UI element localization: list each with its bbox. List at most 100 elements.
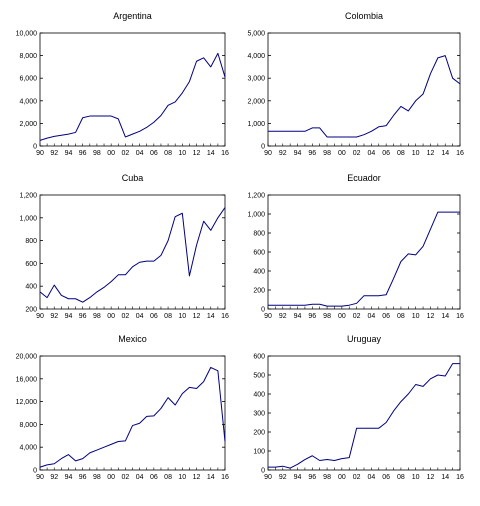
y-tick-label: 100 — [253, 449, 265, 456]
y-tick-label: 600 — [253, 250, 265, 257]
plot-frame — [40, 356, 225, 470]
x-tick-label: 98 — [93, 474, 101, 481]
y-tick-label: 4,000 — [19, 445, 37, 452]
x-tick-label: 94 — [65, 313, 73, 320]
x-tick-label: 96 — [79, 474, 87, 481]
chart-title: Mexico — [118, 334, 147, 344]
y-tick-label: 10,000 — [16, 31, 38, 38]
x-tick-label: 94 — [65, 150, 73, 157]
series-line-uruguay — [268, 364, 460, 469]
y-tick-label: 400 — [253, 392, 265, 399]
x-tick-label: 14 — [207, 150, 215, 157]
x-tick-label: 98 — [323, 313, 331, 320]
plot-frame — [268, 33, 460, 146]
y-tick-label: 600 — [25, 261, 37, 268]
x-tick-label: 14 — [441, 150, 449, 157]
x-tick-label: 12 — [193, 474, 201, 481]
x-tick-label: 10 — [412, 474, 420, 481]
y-tick-label: 2,000 — [247, 98, 265, 105]
x-tick-label: 12 — [193, 313, 201, 320]
x-tick-label: 10 — [178, 313, 186, 320]
series-line-ecuador — [268, 212, 460, 306]
x-tick-label: 08 — [397, 313, 405, 320]
x-tick-label: 04 — [367, 150, 375, 157]
x-tick-label: 12 — [427, 150, 435, 157]
y-tick-label: 20,000 — [16, 354, 38, 361]
x-tick-label: 06 — [382, 313, 390, 320]
x-tick-label: 12 — [427, 313, 435, 320]
x-tick-label: 14 — [207, 313, 215, 320]
x-tick-label: 08 — [164, 150, 172, 157]
x-tick-label: 92 — [50, 474, 58, 481]
y-tick-label: 3,000 — [247, 76, 265, 83]
y-tick-label: 2,000 — [19, 121, 37, 128]
y-tick-label: 1,200 — [19, 193, 37, 200]
series-line-argentina — [40, 53, 225, 140]
x-tick-label: 90 — [264, 313, 272, 320]
y-tick-label: 200 — [253, 288, 265, 295]
x-tick-label: 10 — [178, 150, 186, 157]
x-tick-label: 12 — [427, 474, 435, 481]
x-tick-label: 94 — [294, 313, 302, 320]
y-tick-label: 800 — [25, 238, 37, 245]
x-tick-label: 04 — [136, 150, 144, 157]
x-tick-label: 00 — [338, 474, 346, 481]
x-tick-label: 92 — [50, 313, 58, 320]
x-tick-label: 02 — [121, 474, 129, 481]
y-tick-label: 600 — [253, 354, 265, 361]
plot-frame — [40, 195, 225, 309]
x-tick-label: 02 — [121, 313, 129, 320]
x-tick-label: 02 — [353, 313, 361, 320]
x-tick-label: 96 — [308, 150, 316, 157]
x-tick-label: 00 — [107, 313, 115, 320]
plot-frame — [268, 356, 460, 470]
chart-title: Ecuador — [347, 173, 381, 183]
x-tick-label: 94 — [294, 474, 302, 481]
x-tick-label: 00 — [107, 150, 115, 157]
y-tick-label: 5,000 — [247, 31, 265, 38]
chart-title: Argentina — [113, 11, 152, 21]
series-line-cuba — [40, 208, 225, 303]
chart-title: Colombia — [345, 11, 383, 21]
y-tick-label: 300 — [253, 411, 265, 418]
x-tick-label: 16 — [456, 313, 464, 320]
chart-title: Uruguay — [347, 334, 382, 344]
plot-frame — [268, 195, 460, 309]
y-tick-label: 1,000 — [247, 212, 265, 219]
x-tick-label: 90 — [264, 474, 272, 481]
plot-frame — [40, 33, 225, 146]
x-tick-label: 16 — [221, 474, 229, 481]
x-tick-label: 96 — [308, 474, 316, 481]
x-tick-label: 04 — [136, 474, 144, 481]
x-tick-label: 14 — [441, 474, 449, 481]
x-tick-label: 16 — [456, 150, 464, 157]
x-tick-label: 00 — [338, 313, 346, 320]
x-tick-label: 92 — [50, 150, 58, 157]
y-tick-label: 6,000 — [19, 76, 37, 83]
y-tick-label: 400 — [253, 269, 265, 276]
x-tick-label: 00 — [338, 150, 346, 157]
series-line-mexico — [40, 367, 225, 467]
y-tick-label: 1,000 — [247, 121, 265, 128]
x-tick-label: 98 — [93, 313, 101, 320]
y-tick-label: 400 — [25, 284, 37, 291]
x-tick-label: 14 — [441, 313, 449, 320]
x-tick-label: 04 — [367, 474, 375, 481]
y-tick-label: 1,000 — [19, 215, 37, 222]
x-tick-label: 08 — [164, 474, 172, 481]
x-tick-label: 16 — [456, 474, 464, 481]
x-tick-label: 94 — [65, 474, 73, 481]
x-tick-label: 90 — [36, 474, 44, 481]
x-tick-label: 90 — [36, 313, 44, 320]
x-tick-label: 90 — [264, 150, 272, 157]
x-tick-label: 08 — [164, 313, 172, 320]
x-tick-label: 92 — [279, 150, 287, 157]
x-tick-label: 96 — [79, 150, 87, 157]
